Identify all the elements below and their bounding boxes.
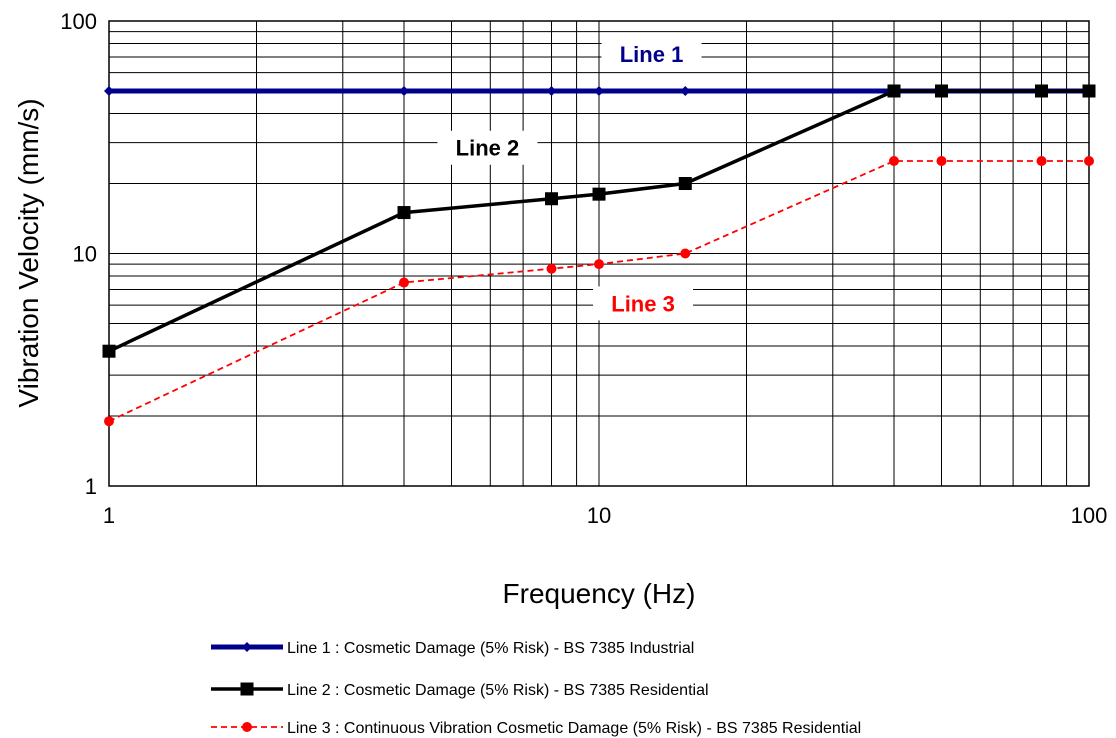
x-tick-label: 100 (1071, 503, 1108, 528)
series-3-point (1036, 155, 1047, 166)
series-3 (104, 155, 1094, 427)
x-axis-title: Frequency (Hz) (503, 578, 696, 609)
legend-label: Line 2 : Cosmetic Damage (5% Risk) - BS … (287, 682, 709, 699)
legend: Line 1 : Cosmetic Damage (5% Risk) - BS … (211, 640, 861, 737)
series-1-point (399, 85, 410, 96)
series-3-point (546, 263, 557, 274)
x-tick-label: 10 (587, 503, 611, 528)
plot-area-border (108, 20, 1090, 487)
series-label-box (437, 130, 538, 165)
series-3-point (104, 416, 114, 427)
series-3-point (399, 277, 410, 288)
legend-item: Line 3 : Continuous Vibration Cosmetic D… (211, 720, 861, 737)
legend-item: Line 1 : Cosmetic Damage (5% Risk) - BS … (211, 640, 694, 657)
y-tick-label: 100 (60, 9, 97, 34)
series-2-point (678, 177, 692, 191)
series-2-point (1082, 84, 1096, 98)
series-3-point (889, 155, 900, 166)
y-tick-label: 1 (85, 474, 97, 499)
series-label-box (601, 37, 702, 72)
series-3-point (680, 248, 691, 259)
series-2-point (102, 344, 116, 358)
series-label: Line 1 (620, 42, 684, 67)
legend-label: Line 3 : Continuous Vibration Cosmetic D… (287, 720, 861, 737)
series-2-point (1035, 84, 1049, 98)
series-2-point (397, 206, 411, 220)
series-1-point (104, 85, 114, 96)
series-2-point (934, 84, 948, 98)
series-label: Line 3 (611, 291, 675, 316)
legend-marker (242, 642, 252, 652)
legend-item: Line 2 : Cosmetic Damage (5% Risk) - BS … (211, 682, 709, 699)
series-1-point (546, 85, 557, 96)
y-tick-label: 10 (73, 242, 97, 267)
series-3-point (1084, 155, 1094, 166)
tick-labels: 1 10 100 1 10 100 (60, 9, 1107, 528)
series-2 (102, 84, 1096, 358)
series-label: Line 2 (456, 136, 520, 161)
legend-marker (242, 722, 252, 732)
series-layer (102, 84, 1096, 427)
series-2-point (545, 192, 559, 206)
y-axis-title: Vibration Velocity (mm/s) (13, 98, 44, 407)
legend-marker (240, 682, 254, 696)
legend-label: Line 1 : Cosmetic Damage (5% Risk) - BS … (287, 640, 694, 657)
x-tick-label: 1 (103, 503, 115, 528)
series-2-point (887, 84, 901, 98)
series-1-point (680, 85, 691, 96)
series-1-point (594, 85, 604, 96)
series-3-point (936, 155, 947, 166)
series-label-box (593, 286, 694, 321)
inline-series-labels: Line 1 Line 2 Line 3 (437, 37, 702, 321)
series-2-point (592, 187, 606, 201)
series-3-line (108, 160, 1089, 423)
series-3-point (594, 259, 604, 270)
